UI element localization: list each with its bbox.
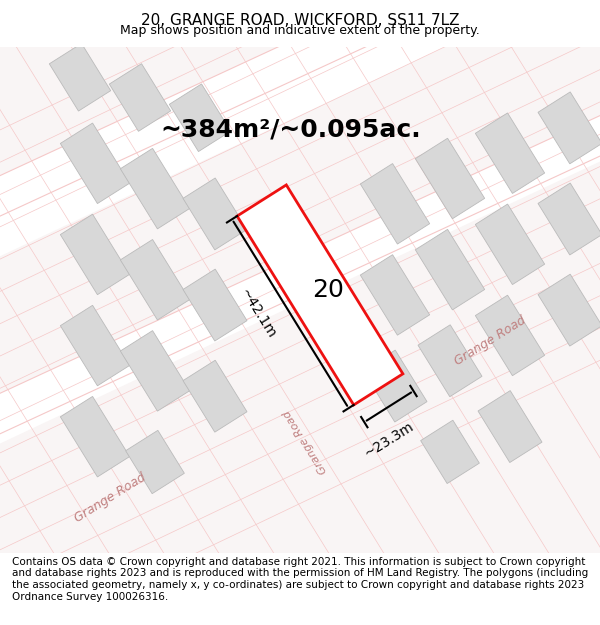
Polygon shape (538, 92, 600, 164)
Polygon shape (109, 64, 170, 131)
Polygon shape (169, 84, 230, 151)
Text: Grange Road: Grange Road (452, 313, 528, 368)
Polygon shape (421, 420, 479, 484)
Polygon shape (125, 431, 184, 494)
Polygon shape (475, 295, 545, 376)
Polygon shape (61, 306, 130, 386)
Polygon shape (61, 214, 130, 294)
Polygon shape (183, 360, 247, 432)
Polygon shape (538, 274, 600, 346)
Polygon shape (415, 138, 485, 219)
Polygon shape (183, 269, 247, 341)
Text: ~23.3m: ~23.3m (362, 419, 416, 460)
Text: ~384m²/~0.095ac.: ~384m²/~0.095ac. (160, 118, 421, 142)
Text: ~42.1m: ~42.1m (237, 286, 278, 341)
Text: Grange Road: Grange Road (281, 408, 329, 476)
Polygon shape (121, 148, 190, 229)
Polygon shape (121, 331, 190, 411)
Polygon shape (121, 239, 190, 320)
Polygon shape (361, 164, 430, 244)
Text: Grange Road: Grange Road (72, 470, 148, 524)
Polygon shape (61, 123, 130, 204)
Polygon shape (0, 0, 600, 239)
Polygon shape (0, 0, 600, 280)
Text: 20: 20 (312, 278, 344, 302)
Polygon shape (475, 204, 545, 284)
Polygon shape (415, 229, 485, 310)
Polygon shape (538, 183, 600, 255)
Text: Contains OS data © Crown copyright and database right 2021. This information is : Contains OS data © Crown copyright and d… (12, 557, 588, 601)
Polygon shape (61, 396, 130, 477)
Polygon shape (478, 391, 542, 462)
Polygon shape (0, 92, 600, 457)
Polygon shape (49, 44, 110, 111)
Polygon shape (418, 325, 482, 397)
Polygon shape (475, 113, 545, 193)
Polygon shape (363, 350, 427, 422)
Polygon shape (361, 255, 430, 335)
Polygon shape (0, 92, 600, 467)
Polygon shape (237, 185, 403, 405)
Text: Map shows position and indicative extent of the property.: Map shows position and indicative extent… (120, 24, 480, 36)
Text: 20, GRANGE ROAD, WICKFORD, SS11 7LZ: 20, GRANGE ROAD, WICKFORD, SS11 7LZ (141, 13, 459, 28)
Polygon shape (183, 178, 247, 250)
